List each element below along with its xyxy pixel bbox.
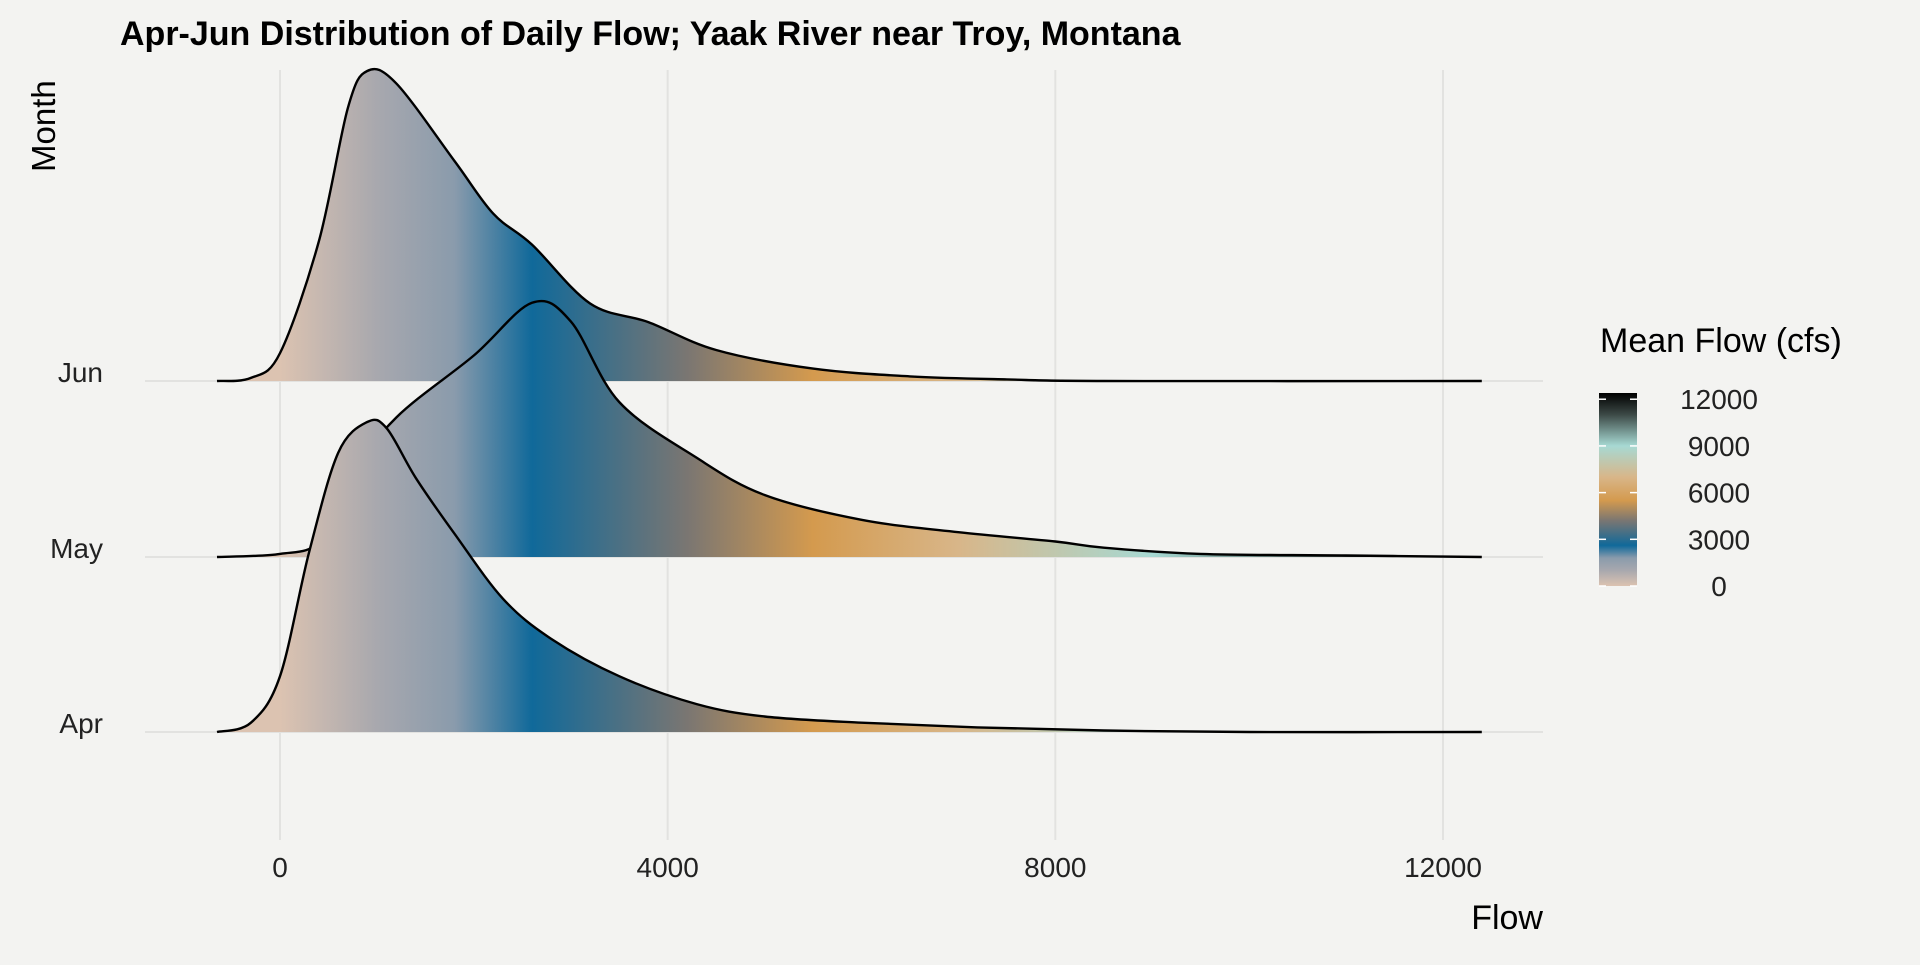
legend-title: Mean Flow (cfs)	[1600, 322, 1842, 360]
x-tick-label: 0	[272, 852, 288, 883]
ridge-area-may	[217, 300, 1482, 557]
ridges	[216, 67, 1482, 734]
x-tick-label: 4000	[637, 852, 699, 883]
y-tick-label: Apr	[59, 708, 103, 739]
legend: Mean Flow (cfs) 0 3000 6000 9000 12000	[1599, 322, 1842, 602]
ridge-area-jun	[217, 69, 1482, 382]
ridge-line-apr	[216, 418, 1482, 734]
y-axis-label: Month	[25, 80, 62, 172]
ridge-line-jun	[216, 67, 1482, 383]
legend-tick-label: 9000	[1688, 431, 1750, 462]
x-tick-label: 8000	[1024, 852, 1086, 883]
y-axis-ticks: Apr May Jun	[50, 357, 103, 739]
legend-tick-label: 6000	[1688, 478, 1750, 509]
legend-tick-label: 3000	[1688, 524, 1750, 555]
chart-title: Apr-Jun Distribution of Daily Flow; Yaak…	[120, 15, 1182, 53]
legend-tick-label: 0	[1711, 571, 1727, 602]
y-tick-label: Jun	[58, 357, 103, 388]
x-axis-label: Flow	[1471, 899, 1543, 937]
x-axis-ticks: 0 4000 8000 12000	[272, 852, 1482, 883]
y-tick-label: May	[50, 533, 103, 564]
legend-tick-label: 12000	[1680, 384, 1758, 415]
x-tick-label: 12000	[1404, 852, 1482, 883]
legend-colorbar	[1599, 393, 1637, 586]
ridge-area-apr	[217, 419, 1482, 733]
